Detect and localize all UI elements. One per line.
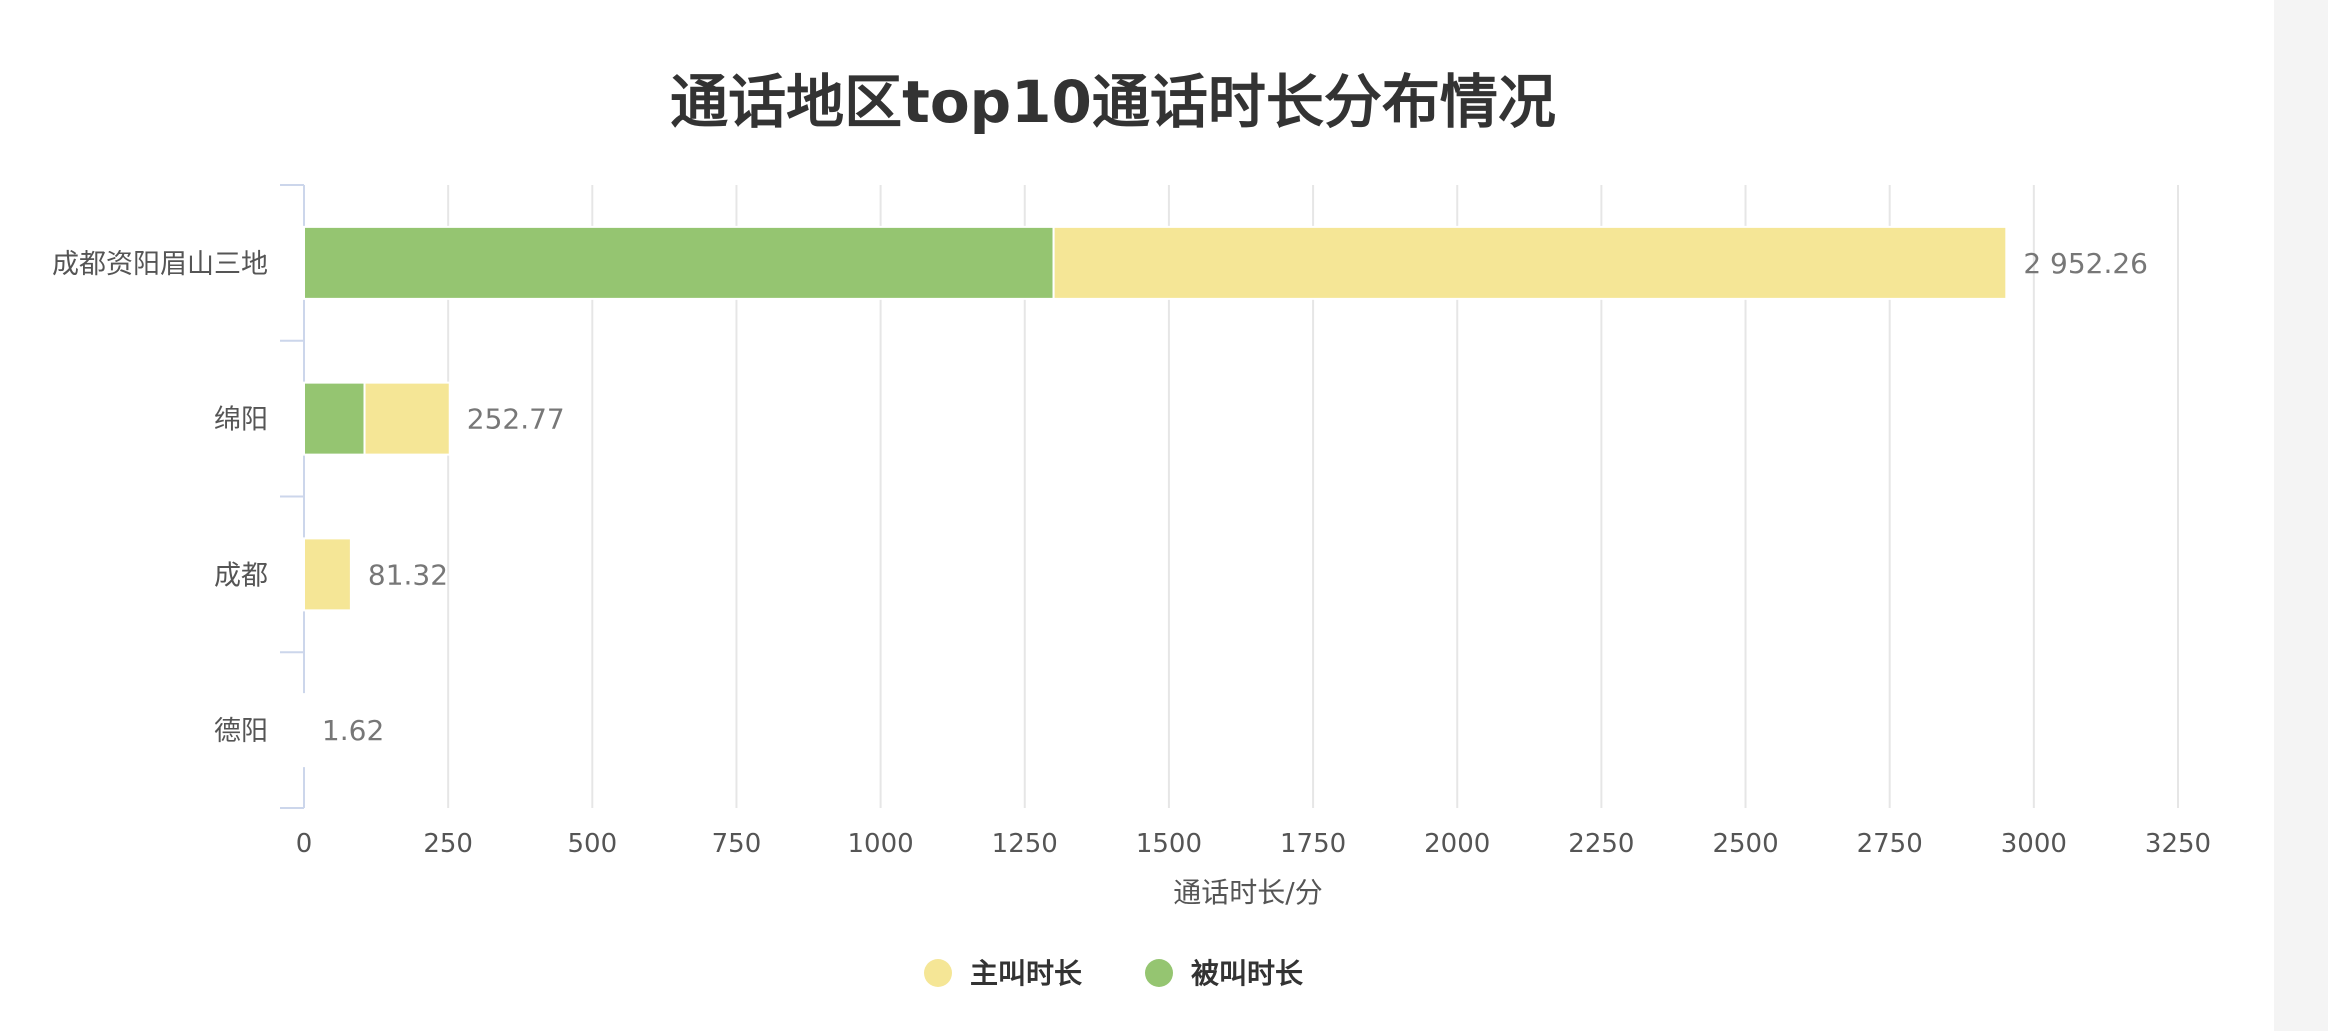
category-label: 成都: [214, 560, 268, 591]
legend-label: 被叫时长: [1191, 957, 1303, 990]
x-tick-label: 250: [423, 829, 473, 859]
value-labels: 2 952.26 252.77 81.32 1.62: [322, 247, 2148, 747]
x-tick-label: 2500: [1712, 829, 1778, 859]
bar-segment[interactable]: [303, 693, 306, 768]
bar-value-label: 81.32: [368, 558, 448, 591]
x-tick-label: 500: [567, 829, 617, 859]
x-tick-label: 1500: [1136, 829, 1202, 859]
bar-value-label: 2 952.26: [2023, 247, 2148, 280]
bar-segment[interactable]: [303, 381, 366, 456]
category-label: 成都资阳眉山三地: [52, 249, 268, 280]
bar-value-label: 1.62: [322, 714, 384, 747]
legend-item[interactable]: 被叫时长: [1145, 957, 1303, 990]
bar-segment[interactable]: [303, 537, 352, 612]
right-gutter: [2274, 0, 2328, 1031]
x-tick-label: 3250: [2145, 829, 2211, 859]
category-label: 绵阳: [214, 405, 268, 436]
legend-label: 主叫时长: [970, 957, 1082, 990]
category-label: 德阳: [214, 716, 268, 747]
x-tick-label: 1000: [848, 829, 914, 859]
x-tick-label: 1750: [1280, 829, 1346, 859]
x-tick-label: 2750: [1857, 829, 1923, 859]
x-axis-ticks: 0 250 500 750 1000 1250 1500 1750 2000 2250 2500 27…: [296, 829, 2211, 859]
x-tick-label: 750: [712, 829, 762, 859]
chart-title: 通话地区top10通话时长分布情况: [670, 68, 1556, 136]
x-tick-label: 3000: [2001, 829, 2067, 859]
bars: [303, 225, 2008, 768]
legend-marker: [1145, 959, 1173, 987]
x-tick-label: 2250: [1568, 829, 1634, 859]
x-axis-title: 通话时长/分: [1173, 876, 1322, 909]
chart-panel: 通话地区top10通话时长分布情况 成都资阳眉山三地绵阳成都德阳 2 952.2…: [52, 68, 2212, 990]
bar-segment[interactable]: [1052, 225, 2008, 300]
bar-segment[interactable]: [303, 225, 1055, 300]
x-tick-label: 2000: [1424, 829, 1490, 859]
x-tick-label: 0: [296, 829, 313, 859]
bar-segment[interactable]: [363, 381, 451, 456]
x-tick-label: 1250: [992, 829, 1058, 859]
bar-value-label: 252.77: [467, 403, 565, 436]
legend[interactable]: 主叫时长 被叫时长: [924, 957, 1303, 990]
legend-item[interactable]: 主叫时长: [924, 957, 1082, 990]
legend-marker: [924, 959, 952, 987]
